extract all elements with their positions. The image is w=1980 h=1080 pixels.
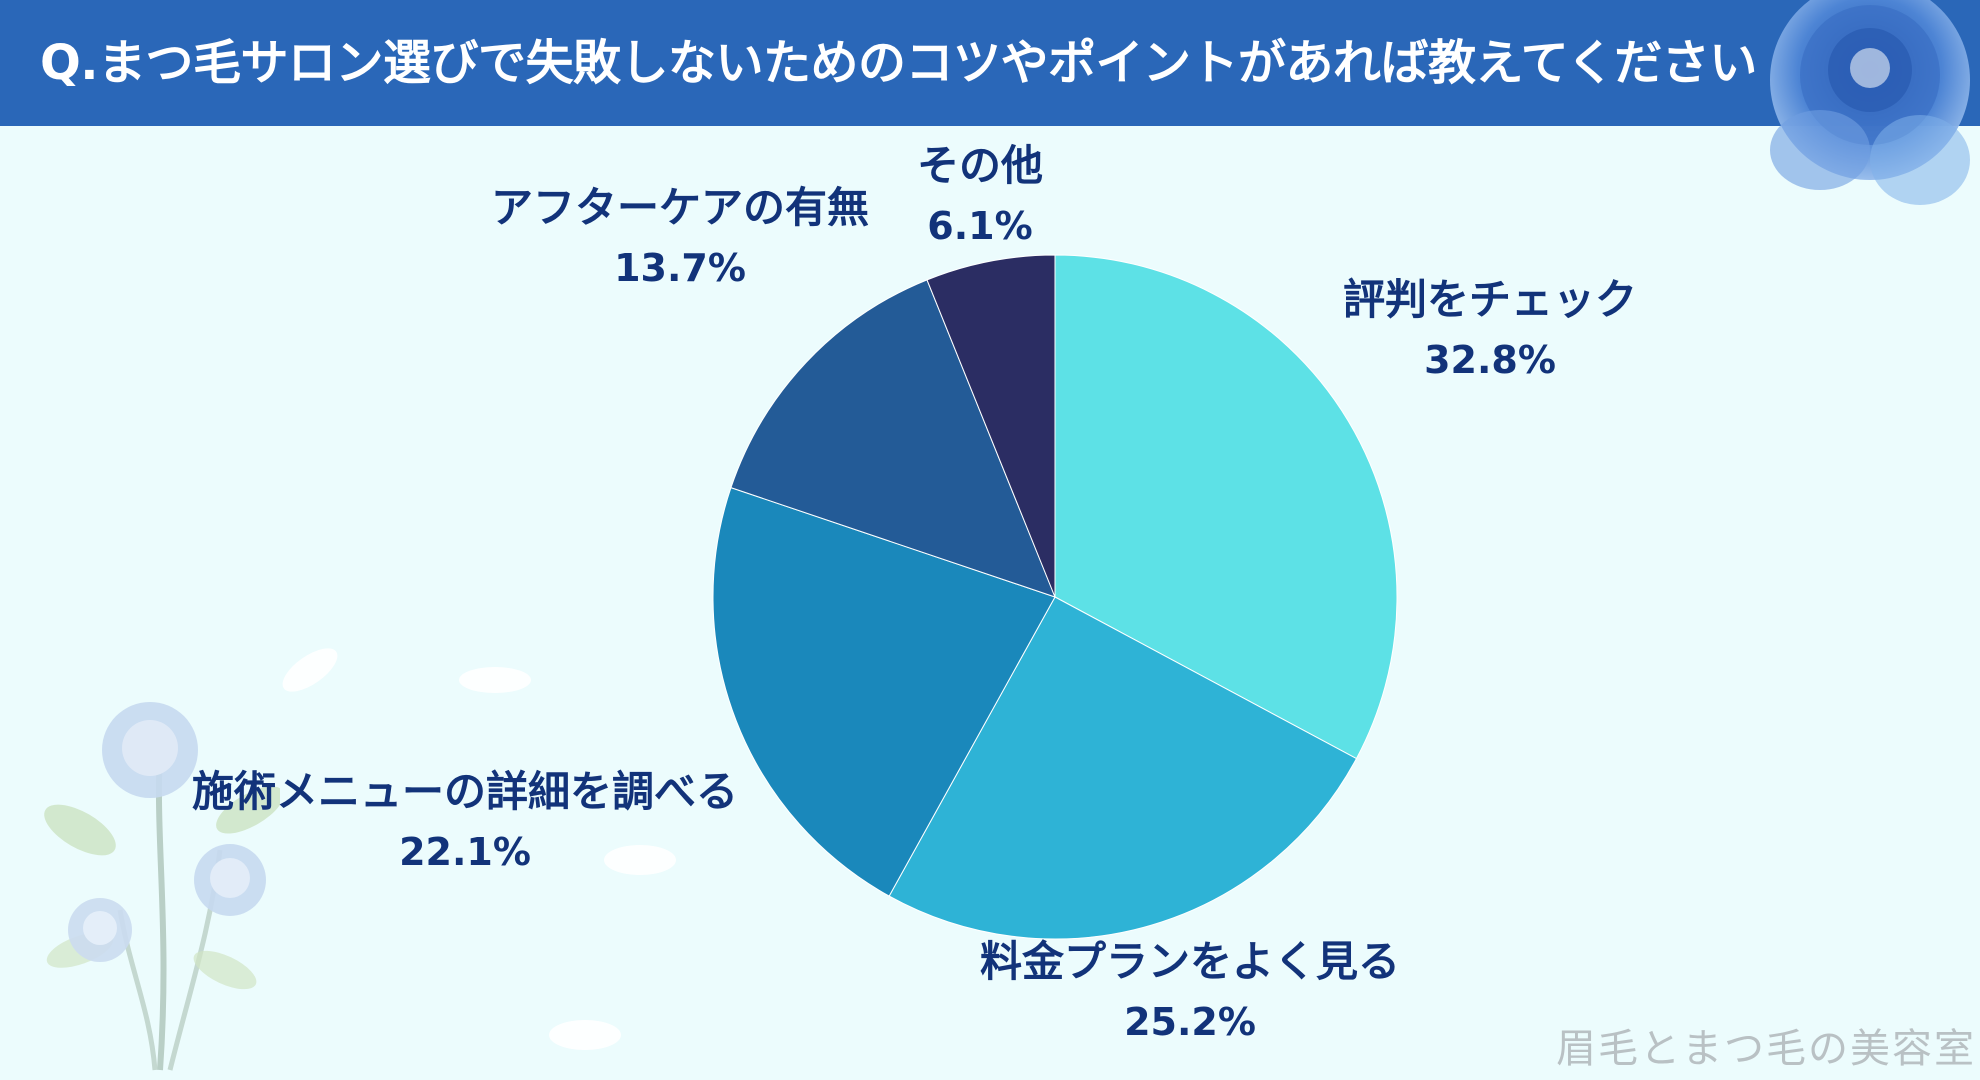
slice-percent: 25.2%: [1124, 1000, 1256, 1044]
watermark: 眉毛とまつ毛の美容室: [1556, 1026, 1976, 1072]
rose-decoration-bottom-left: [44, 702, 280, 1071]
slice-label-aftercare: アフターケアの有無 13.7%: [470, 178, 890, 298]
pie-slice-2: [712, 487, 1056, 897]
title-banner: Q.まつ毛サロン選びで失敗しないためのコツやポイントがあれば教えてください: [0, 0, 1980, 126]
pie-slice-1: [888, 596, 1358, 940]
slice-label-pricing: 料金プランをよく見る 25.2%: [930, 932, 1450, 1052]
slice-name: 評判をチェック: [1342, 275, 1637, 324]
slice-label-reputation: 評判をチェック 32.8%: [1310, 270, 1670, 390]
petal-decoration: [282, 648, 338, 692]
slice-name: その他: [916, 141, 1043, 190]
slice-name: アフターケアの有無: [490, 183, 869, 232]
petal-decoration: [604, 845, 676, 875]
pie-slice-3: [730, 279, 1056, 598]
slice-percent: 22.1%: [399, 830, 531, 874]
chart-title: Q.まつ毛サロン選びで失敗しないためのコツやポイントがあれば教えてください: [40, 35, 1757, 91]
slice-name: 施術メニューの詳細を調べる: [191, 767, 738, 816]
petal-decoration: [549, 1020, 621, 1050]
pie-slice-4: [926, 254, 1056, 598]
slice-percent: 13.7%: [614, 246, 746, 290]
slice-name: 料金プランをよく見る: [979, 937, 1400, 986]
slice-percent: 6.1%: [927, 204, 1033, 248]
rose-decoration-top-right: [1770, 0, 1970, 205]
pie-slice-0: [1054, 254, 1398, 760]
slice-label-other: その他 6.1%: [880, 136, 1080, 256]
slice-percent: 32.8%: [1424, 338, 1556, 382]
petal-decoration: [459, 667, 531, 693]
slice-label-menu-details: 施術メニューの詳細を調べる 22.1%: [160, 762, 770, 882]
